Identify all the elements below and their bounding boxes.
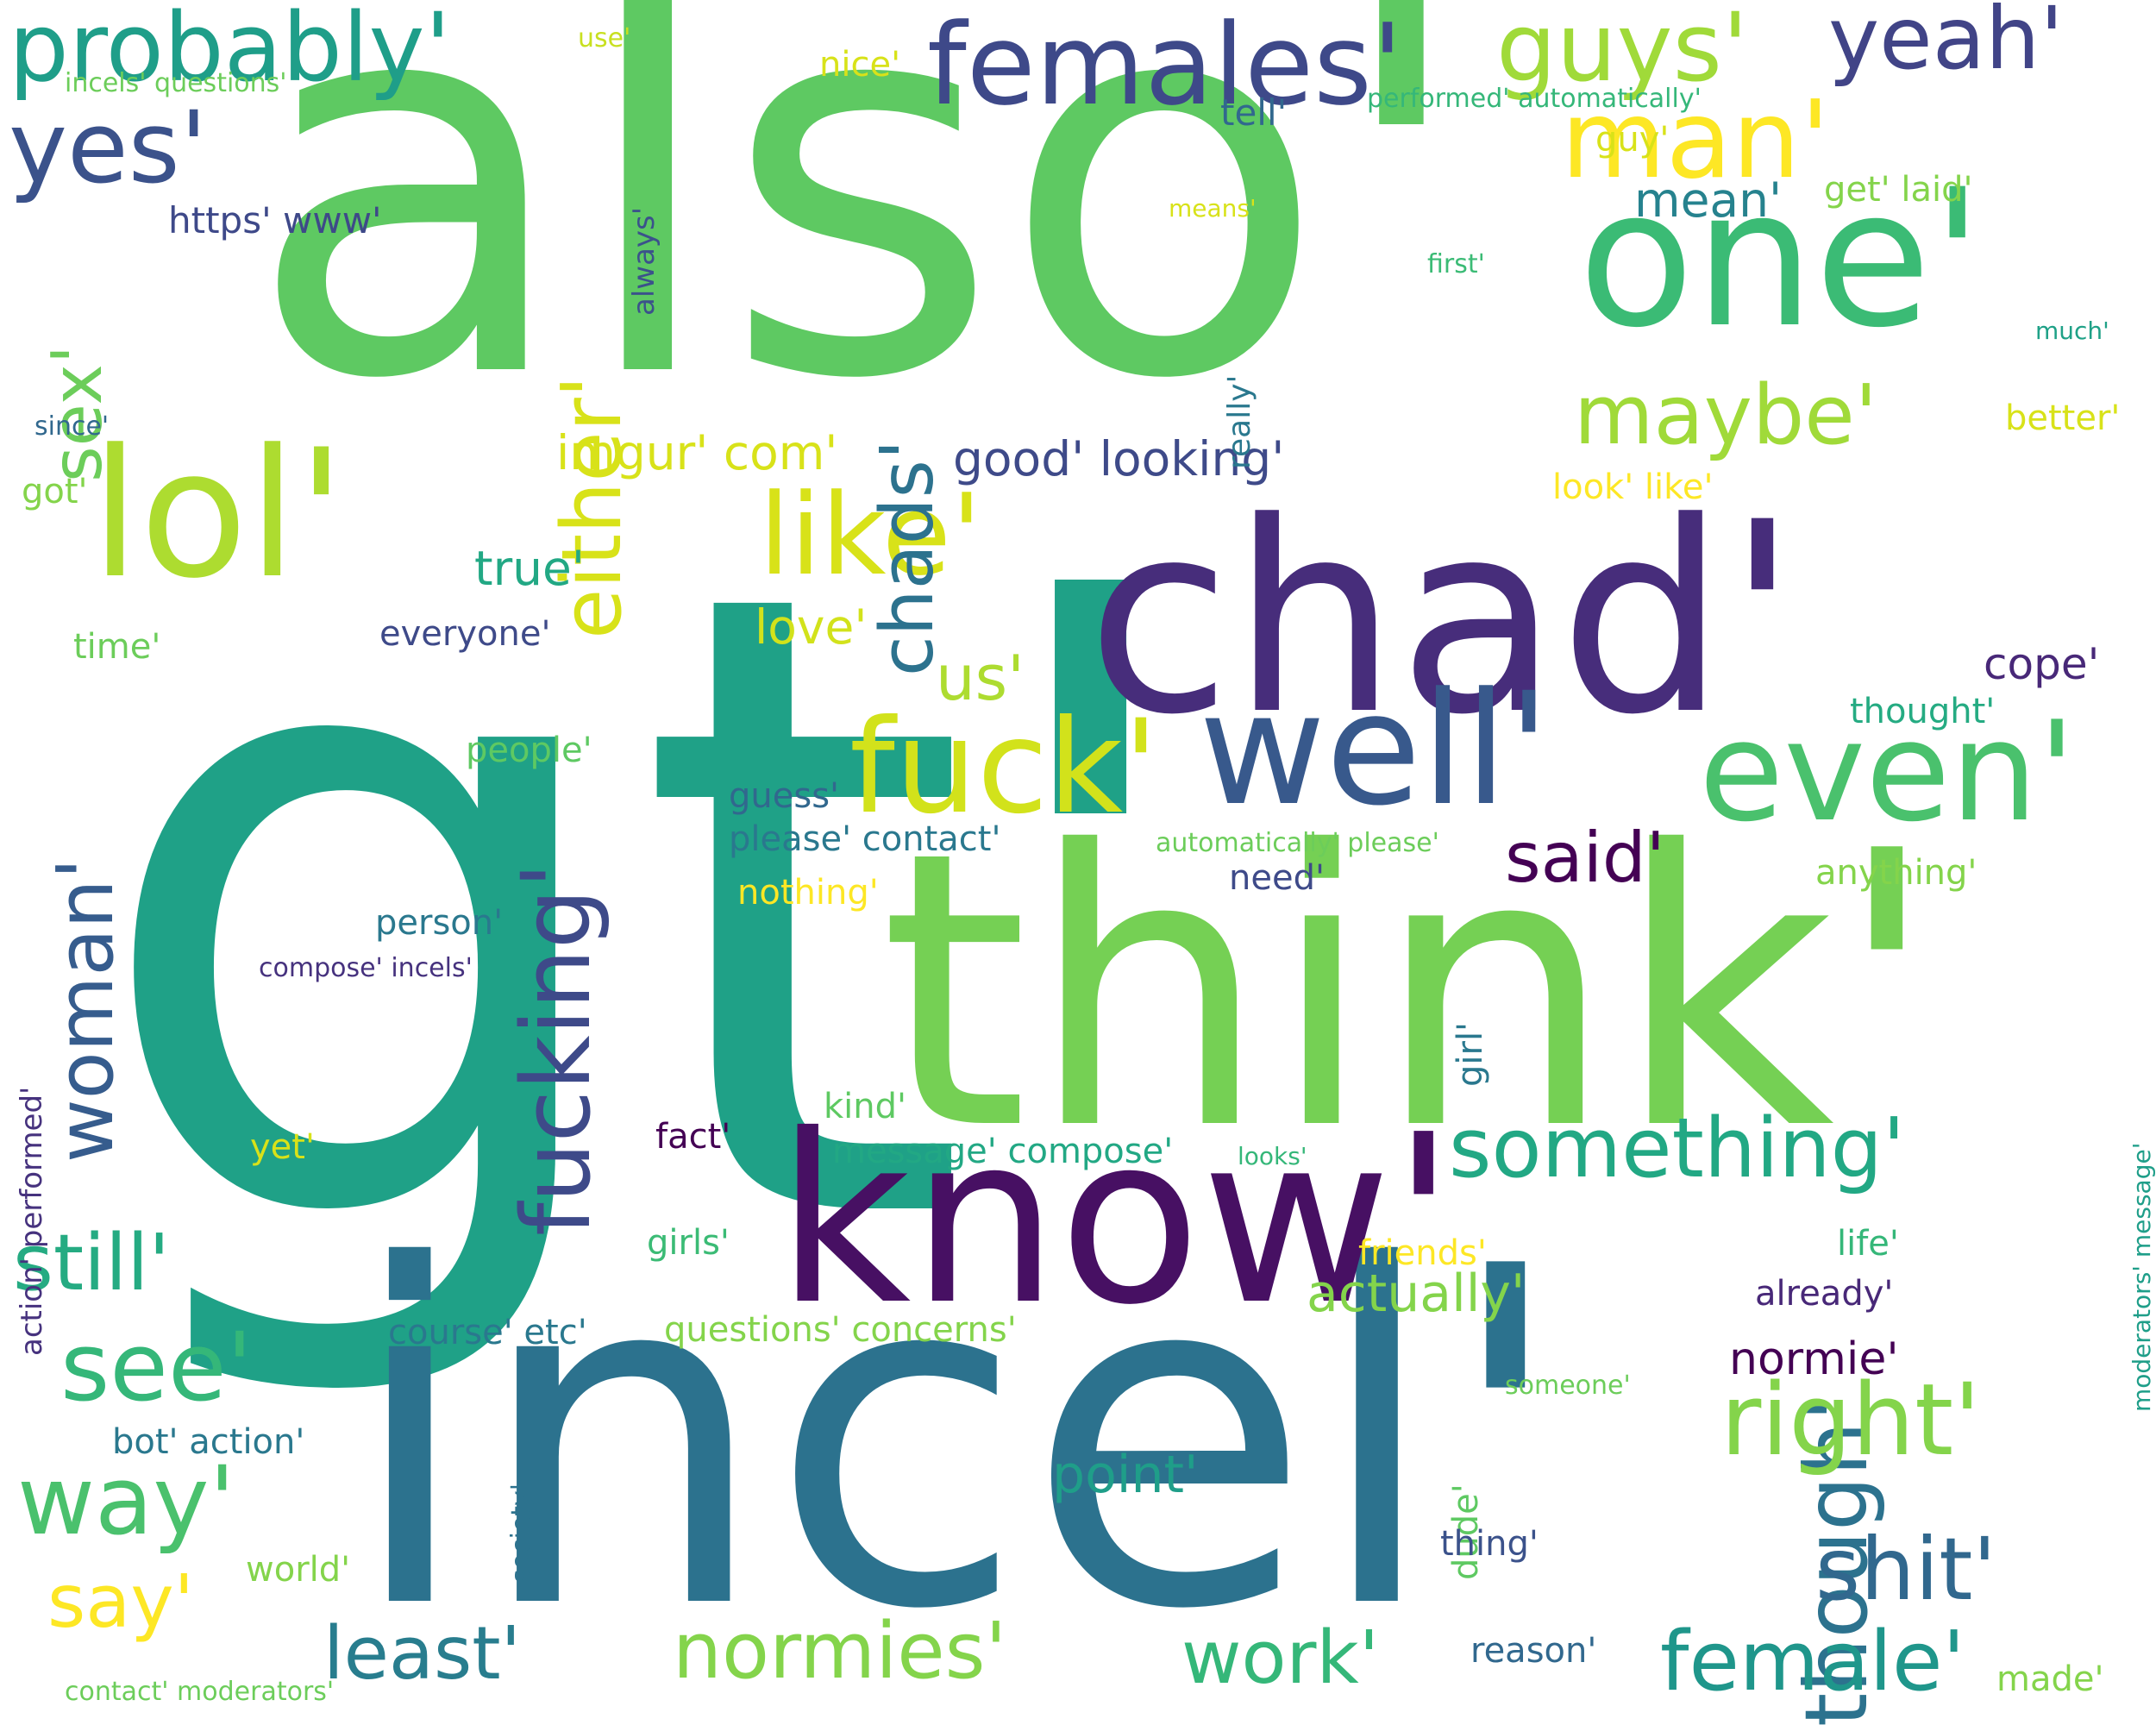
word-since: since' [34, 411, 110, 442]
word-much: much' [2035, 317, 2109, 345]
word-get-laid: get' laid' [1824, 170, 1973, 210]
word-right: right' [1720, 1363, 1981, 1478]
word-see: see' [60, 1312, 253, 1422]
word-guys: guys' [1496, 0, 1749, 103]
word-kind: kind' [824, 1087, 907, 1126]
word-compose-incels: compose' incels' [259, 953, 473, 983]
word-like: like' [759, 469, 982, 600]
word-better: better' [2005, 398, 2121, 438]
word-everyone: everyone' [379, 614, 551, 654]
word-guess: guess' [729, 776, 840, 816]
word-performed-automatically: performed' automatically' [1367, 84, 1702, 114]
word-first: first' [1427, 249, 1485, 279]
word-thought: thought' [1850, 692, 1996, 731]
word-girl: girl' [1451, 1021, 1490, 1087]
word-thing: thing' [1440, 1524, 1539, 1564]
word-always: always' [627, 206, 661, 316]
word-good-looking: good' looking' [953, 431, 1285, 486]
word-already: already' [1755, 1274, 1894, 1314]
word-world: world' [246, 1550, 351, 1590]
word-also: also' [246, 0, 1475, 496]
word-point: point' [1052, 1445, 1199, 1505]
word-female: female' [1660, 1615, 1965, 1709]
word-either: either' [545, 375, 640, 639]
word-actually: actually' [1307, 1264, 1526, 1324]
word-say: say' [47, 1559, 195, 1645]
word-yet: yet' [250, 1127, 315, 1167]
word-got: got' [22, 472, 88, 511]
word-guy: guy' [1595, 120, 1670, 160]
word-message-compose: message' compose' [832, 1132, 1174, 1171]
word-contact-moderators: contact' moderators' [65, 1677, 335, 1707]
word-someone: someone' [1505, 1371, 1631, 1401]
word-true: true' [474, 541, 585, 596]
word-bot-action: bot' action' [112, 1422, 305, 1462]
word-fuck: fuck' [849, 693, 1159, 843]
word-something: something' [1449, 1101, 1906, 1196]
word-people: people' [466, 731, 592, 770]
word-maybe: maybe' [1574, 368, 1877, 463]
word-automatically-please: automatically' please' [1156, 828, 1439, 858]
word-anything: anything' [1815, 853, 1977, 893]
word-chad: chad' [1087, 466, 1799, 772]
word-tell: tell' [1220, 91, 1288, 134]
word-action-performed: action' performed' [15, 1086, 49, 1356]
word-yeah: yeah' [1828, 0, 2064, 89]
word-chads: chads' [865, 439, 950, 676]
word-incel: incel' [345, 1170, 1570, 1711]
word-https-www: https' www' [168, 199, 382, 242]
word-questions-concerns: questions' concerns' [664, 1310, 1017, 1350]
word-please-contact: please' contact' [729, 819, 1001, 859]
word-incels-questions: incels' questions' [65, 68, 287, 98]
word-need: need' [1229, 858, 1325, 898]
word-said: said' [1505, 818, 1665, 898]
word-person: person' [375, 903, 504, 943]
word-probably: probably' [9, 0, 451, 103]
word-imgur-com: imgur' com' [556, 425, 838, 480]
word-lol: lol' [91, 412, 346, 618]
word-females: females' [927, 0, 1403, 130]
word-well: well' [1199, 660, 1551, 840]
word-life: life' [1837, 1224, 1899, 1264]
word-love: love' [755, 599, 868, 655]
word-fucking: fucking' [501, 862, 611, 1236]
word-nothing: nothing' [737, 873, 879, 913]
word-us: us' [936, 642, 1025, 714]
word-normies: normies' [673, 1606, 1007, 1697]
word-still: still' [13, 1218, 170, 1308]
word-yes: yes' [9, 91, 208, 206]
word-think: think' [880, 771, 1940, 1213]
word-man: man' [1561, 78, 1830, 203]
word-gt: gt' [86, 408, 1209, 1412]
word-made: made' [1996, 1659, 2104, 1699]
word-society: society' [506, 1483, 536, 1583]
word-use: use' [578, 23, 631, 53]
word-course-etc: course' etc' [388, 1313, 587, 1352]
word-one: one' [1578, 148, 1984, 369]
word-moderators-message: moderators' message' [2128, 1142, 2156, 1412]
word-fact: fact' [655, 1117, 731, 1157]
word-time: time' [73, 627, 161, 667]
word-mean: mean' [1634, 172, 1783, 228]
word-normie: normie' [1729, 1333, 1899, 1385]
word-means: means' [1169, 194, 1257, 223]
word-know: know' [776, 1084, 1456, 1356]
word-nice: nice' [819, 45, 901, 85]
word-cope: cope' [1984, 639, 2100, 689]
word-looks: looks' [1238, 1142, 1307, 1170]
word-shit: shit' [1815, 1519, 1996, 1620]
word-even: even' [1699, 691, 2076, 852]
word-way: way' [17, 1446, 235, 1556]
word-look-like: look' like' [1552, 467, 1714, 507]
word-least: least' [323, 1611, 521, 1697]
word-friends: friends' [1358, 1233, 1487, 1273]
word-work: work' [1181, 1615, 1380, 1701]
word-really: really' [1222, 374, 1257, 469]
word-reason: reason' [1470, 1631, 1597, 1671]
word-woman: woman' [41, 857, 131, 1163]
word-girls: girls' [647, 1223, 730, 1263]
